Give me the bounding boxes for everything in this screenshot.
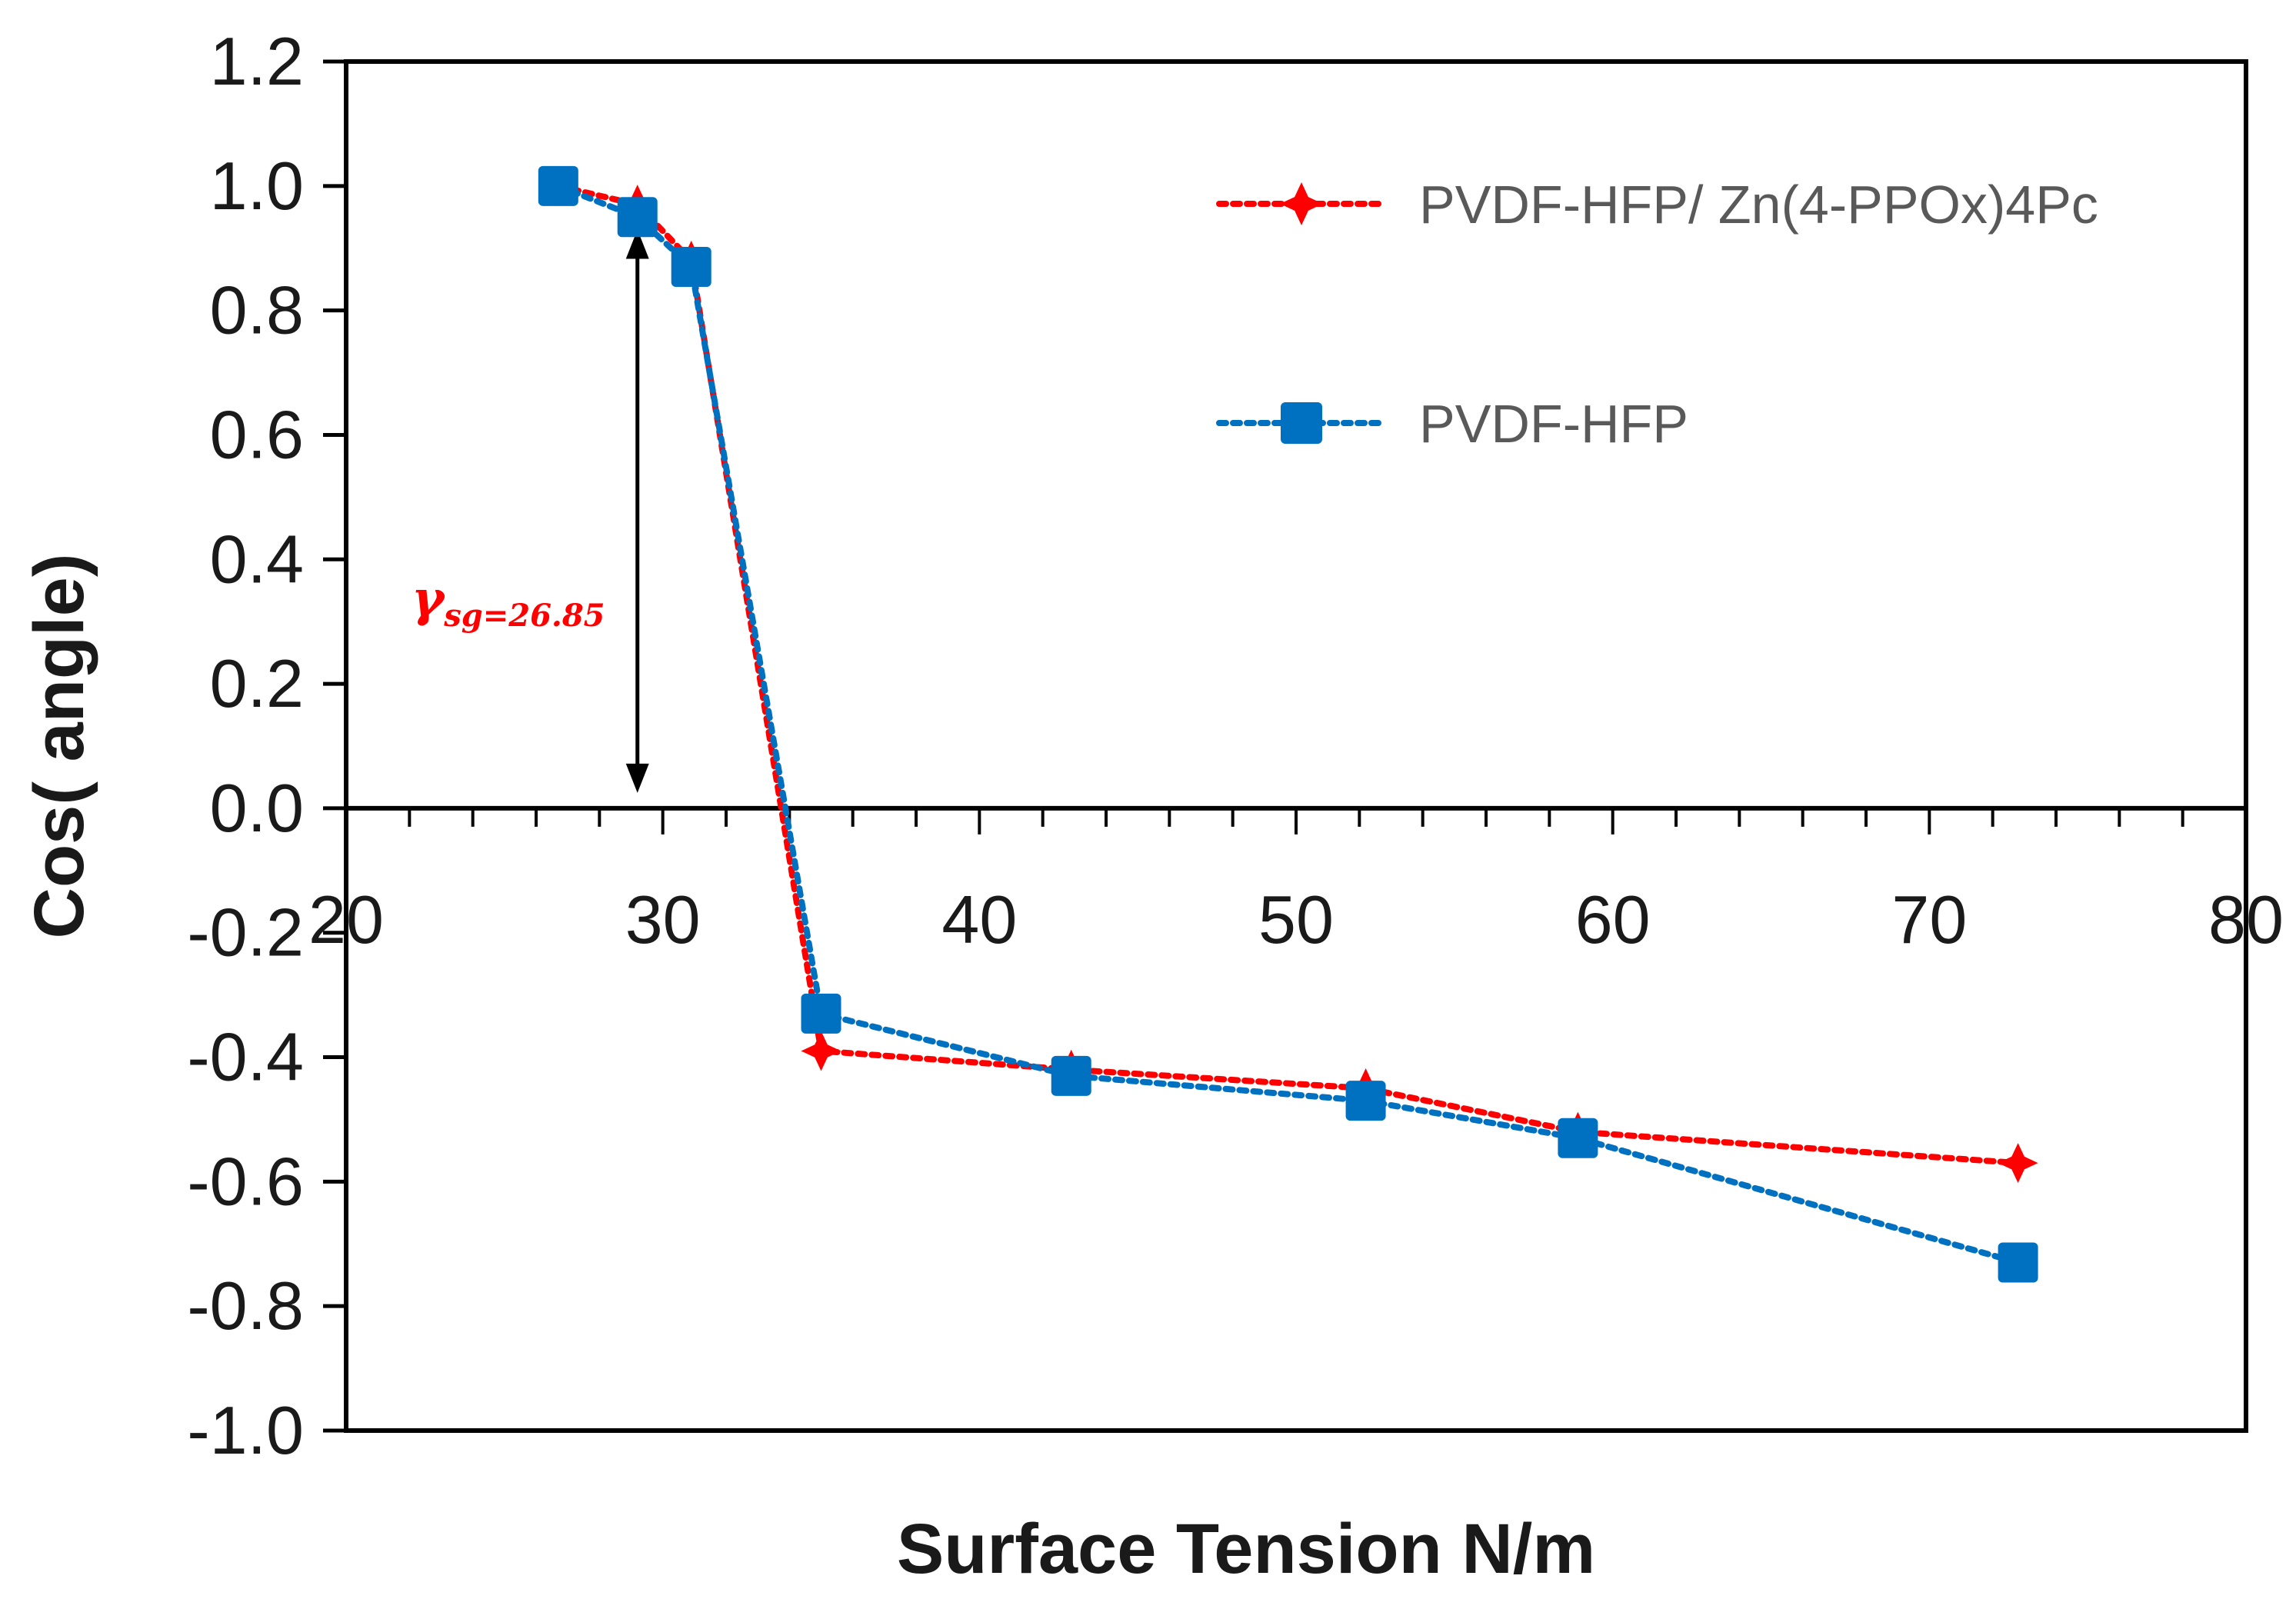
data-point-series-2 — [1558, 1118, 1598, 1158]
data-point-series-2 — [671, 247, 711, 287]
annotation-symbol: γ — [412, 570, 446, 628]
data-point-series-2 — [1345, 1081, 1386, 1121]
y-tick-label: 0.0 — [210, 770, 304, 846]
legend-label-2: PVDF-HFP — [1419, 394, 1688, 454]
data-point-series-1 — [1998, 1143, 2038, 1184]
y-tick-label: -0.4 — [187, 1019, 304, 1095]
data-point-series-1 — [801, 1031, 841, 1071]
data-point-series-2 — [801, 993, 841, 1034]
annotation: γsg=26.85 — [412, 229, 649, 793]
y-axis-ticks — [323, 59, 346, 1433]
y-axis-title: Cos( angle) — [20, 554, 98, 939]
annotation-subscript: sg=26.85 — [443, 598, 605, 634]
x-tick-label: 80 — [2208, 881, 2284, 958]
series-line-2 — [555, 182, 2021, 1266]
data-point-series-2 — [617, 197, 658, 238]
x-axis-title: Surface Tension N/m — [897, 1510, 1595, 1588]
x-axis — [345, 805, 2248, 834]
plot-area-frame — [344, 59, 2248, 1433]
legend-marker-1 — [1280, 182, 1323, 225]
y-tick-label: -0.8 — [187, 1268, 304, 1344]
y-tick-label: 1.2 — [210, 23, 304, 99]
y-tick-label: 0.8 — [210, 272, 304, 348]
data-point-series-2 — [538, 165, 578, 206]
legend-label-1: PVDF-HFP/ Zn(4-PPOx)4Pc — [1419, 175, 2098, 235]
y-tick-label: 0.2 — [210, 645, 304, 721]
series-lines — [555, 182, 2021, 1266]
annotation-arrow-head-bottom — [625, 763, 649, 793]
plot-border — [344, 59, 2248, 1433]
x-axis-tick-labels: 20 30 40 50 60 70 80 — [308, 881, 2284, 958]
y-tick-label: 0.6 — [210, 396, 304, 472]
x-tick-label: 30 — [625, 881, 701, 958]
x-tick-label: 60 — [1575, 881, 1651, 958]
x-tick-label: 70 — [1891, 881, 1967, 958]
annotation-label: γsg=26.85 — [412, 570, 605, 634]
x-tick-label: 20 — [308, 881, 384, 958]
x-tick-label: 40 — [941, 881, 1017, 958]
y-tick-label: -0.6 — [187, 1143, 304, 1219]
data-point-series-2 — [1051, 1055, 1091, 1096]
y-tick-label: 0.4 — [210, 521, 304, 597]
y-axis-tick-labels: 1.2 1.0 0.8 0.6 0.4 0.2 0.0 -0.2 -0.4 -0.6 -0.8 -1.… — [187, 23, 304, 1468]
y-tick-label: -0.2 — [187, 894, 304, 971]
series-markers — [538, 165, 2038, 1283]
legend: PVDF-HFP/ Zn(4-PPOx)4Pc PVDF-HFP — [1216, 175, 2098, 454]
y-tick-label: 1.0 — [210, 148, 304, 224]
legend-marker-2 — [1281, 402, 1322, 444]
data-point-series-2 — [1998, 1242, 2038, 1283]
y-tick-label: -1.0 — [187, 1392, 304, 1468]
annotation-arrow-head-top — [625, 229, 649, 259]
series-line-1 — [555, 182, 2021, 1167]
x-tick-label: 50 — [1258, 881, 1334, 958]
